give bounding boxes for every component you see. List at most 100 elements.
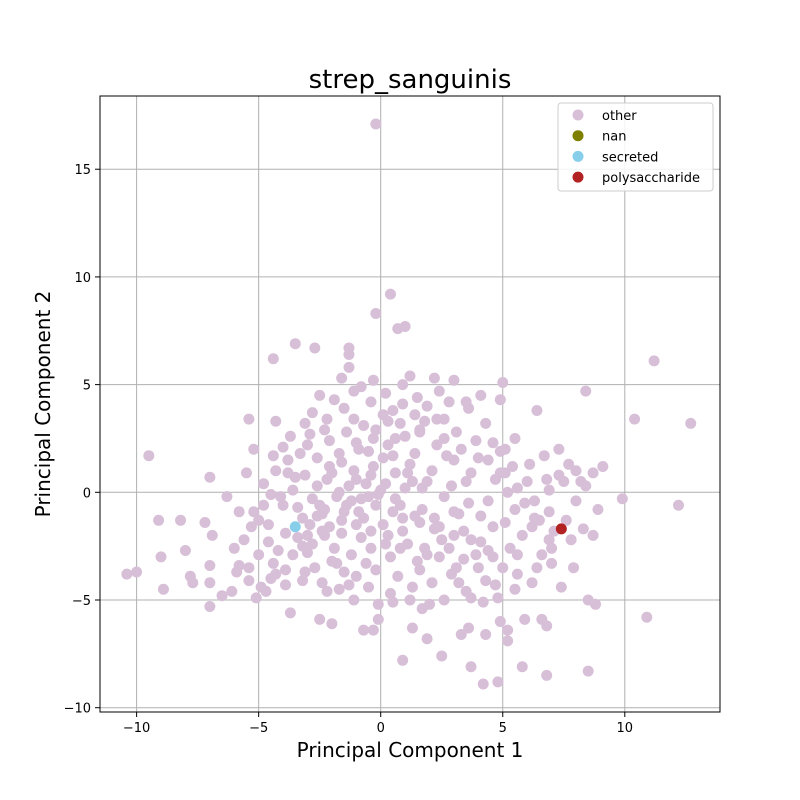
point-other — [306, 538, 318, 550]
point-other — [587, 467, 599, 479]
point-other — [475, 536, 487, 548]
point-other — [367, 624, 379, 636]
point-other — [199, 516, 211, 528]
point-other — [384, 288, 396, 300]
point-other — [582, 665, 594, 677]
point-other — [392, 323, 404, 335]
point-other — [304, 428, 316, 440]
point-other — [316, 577, 328, 589]
point-other — [341, 426, 353, 438]
point-other — [328, 542, 340, 554]
point-other — [492, 592, 504, 604]
point-other — [475, 389, 487, 401]
point-other — [648, 355, 660, 367]
point-other — [453, 577, 465, 589]
point-other — [131, 566, 143, 578]
point-other — [438, 432, 450, 444]
point-other — [428, 512, 440, 524]
point-other — [319, 504, 331, 516]
point-other — [243, 562, 255, 574]
point-other — [350, 570, 362, 582]
chart-title: strep_sanguinis — [309, 65, 512, 95]
point-other — [316, 525, 328, 537]
point-other — [509, 583, 521, 595]
point-other — [372, 613, 384, 625]
point-other — [519, 497, 531, 509]
point-other — [367, 374, 379, 386]
point-other — [380, 538, 392, 550]
point-other — [409, 448, 421, 460]
point-other — [394, 417, 406, 429]
point-other — [348, 413, 360, 425]
point-other — [333, 448, 345, 460]
point-other — [592, 504, 604, 516]
point-other — [253, 549, 265, 561]
y-tick-label: −10 — [64, 702, 91, 717]
grid-lines — [100, 96, 720, 712]
point-other — [426, 577, 438, 589]
point-other — [497, 562, 509, 574]
point-other — [370, 499, 382, 511]
point-other — [384, 588, 396, 600]
point-other — [275, 491, 287, 503]
point-other — [204, 471, 216, 483]
data-points — [121, 118, 697, 690]
point-other — [304, 519, 316, 531]
point-other — [299, 566, 311, 578]
point-other — [345, 549, 357, 561]
y-tick-label: 15 — [74, 163, 91, 178]
point-other — [416, 504, 428, 516]
point-other — [397, 654, 409, 666]
point-other — [428, 523, 440, 535]
point-other — [433, 385, 445, 397]
point-other — [153, 514, 165, 526]
point-other — [436, 650, 448, 662]
x-tick-label: 0 — [377, 721, 385, 736]
point-other — [277, 441, 289, 453]
point-other — [411, 392, 423, 404]
point-other — [155, 551, 167, 563]
point-other — [394, 542, 406, 554]
point-other — [521, 476, 533, 488]
point-other — [282, 467, 294, 479]
point-other — [509, 432, 521, 444]
x-axis-label: Principal Component 1 — [297, 738, 524, 762]
point-other — [321, 585, 333, 597]
point-other — [258, 499, 270, 511]
point-other — [546, 557, 558, 569]
point-other — [477, 596, 489, 608]
point-other — [289, 338, 301, 350]
point-other — [402, 467, 414, 479]
point-other — [292, 501, 304, 513]
point-other — [416, 603, 428, 615]
point-other — [270, 465, 282, 477]
point-other — [470, 435, 482, 447]
point-other — [436, 534, 448, 546]
point-other — [448, 374, 460, 386]
point-other — [365, 542, 377, 554]
point-other — [482, 544, 494, 556]
point-other — [414, 564, 426, 576]
point-other — [311, 480, 323, 492]
point-other — [280, 527, 292, 539]
point-other — [504, 542, 516, 554]
point-other — [389, 432, 401, 444]
point-other — [187, 577, 199, 589]
point-other — [428, 372, 440, 384]
point-other — [175, 514, 187, 526]
point-secreted — [289, 521, 301, 533]
point-other — [455, 628, 467, 640]
point-other — [445, 568, 457, 580]
point-other — [265, 572, 277, 584]
point-other — [453, 508, 465, 520]
point-other — [587, 529, 599, 541]
point-other — [348, 465, 360, 477]
point-other — [377, 519, 389, 531]
point-other — [336, 527, 348, 539]
point-other — [536, 549, 548, 561]
point-other — [387, 450, 399, 462]
point-other — [482, 454, 494, 466]
point-other — [306, 493, 318, 505]
point-other — [338, 566, 350, 578]
point-other — [543, 506, 555, 518]
